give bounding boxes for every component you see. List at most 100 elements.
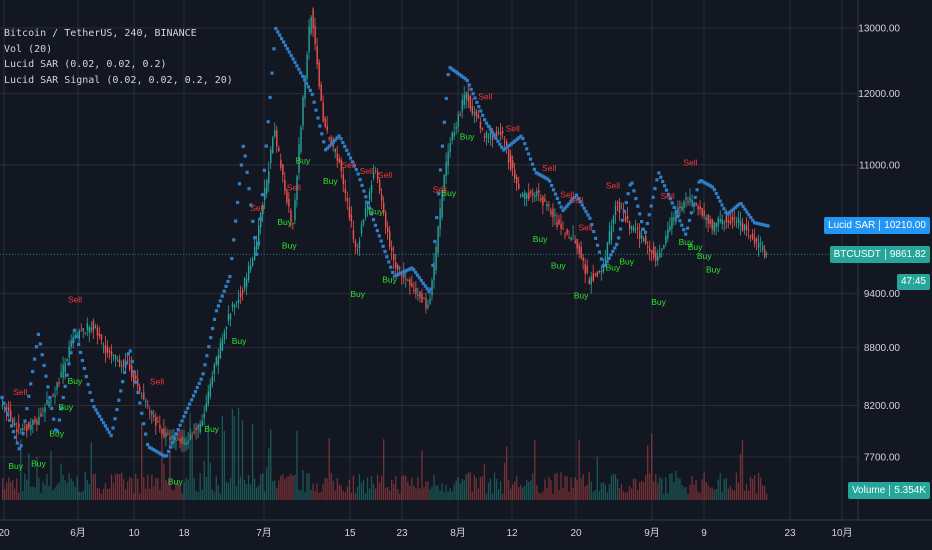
sar-dot <box>279 37 284 41</box>
sar-dot <box>186 406 190 410</box>
sar-dot <box>9 424 14 428</box>
sar-dot <box>676 214 680 218</box>
candle-body <box>675 213 677 223</box>
volume-bar <box>284 478 286 500</box>
sar-dot <box>588 216 592 220</box>
candle-body <box>713 222 715 232</box>
candle-body <box>104 345 107 354</box>
volume-bar <box>372 483 375 500</box>
volume-bar <box>743 490 746 500</box>
sar-dot <box>339 137 343 141</box>
volume-bar <box>108 488 111 500</box>
sar-dot <box>726 212 730 216</box>
candle-body <box>592 273 595 282</box>
sar-dot <box>138 401 142 405</box>
candle-body <box>586 265 588 273</box>
sar-dot <box>682 228 686 232</box>
volume-bar <box>114 473 117 500</box>
volume-bar <box>715 489 717 500</box>
x-tick-label: 23 <box>784 528 796 539</box>
sar-dot <box>720 203 724 207</box>
candle-body <box>122 359 125 367</box>
candle-body <box>501 130 504 134</box>
candle-body <box>483 136 486 138</box>
legend-sar-study[interactable]: Lucid SAR (0.02, 0.02, 0.2) <box>4 59 167 70</box>
sar-dot <box>6 412 10 417</box>
candle-body <box>745 224 748 230</box>
candle-body <box>753 237 756 244</box>
volume-bar <box>449 487 451 500</box>
legend-symbol[interactable]: Bitcoin / TetherUS, 240, BINANCE <box>4 28 197 39</box>
volume-bar <box>429 489 431 500</box>
sar-dot <box>766 224 770 228</box>
sar-dot <box>103 424 108 428</box>
sar-dot <box>99 417 104 422</box>
sar-dot <box>216 304 220 308</box>
legend-volume-study[interactable]: Vol (20) <box>4 43 53 55</box>
volume-bar <box>681 484 683 500</box>
sar-dot <box>130 359 134 364</box>
candle-body <box>419 291 421 298</box>
volume-bar <box>251 423 254 500</box>
sar-dot <box>391 270 395 274</box>
sar-dot <box>379 239 383 243</box>
candle-body <box>8 407 10 411</box>
volume-bar <box>64 480 66 500</box>
sar-dot <box>69 351 73 355</box>
volume-bar <box>245 484 248 500</box>
volume-bar <box>106 488 109 500</box>
legend-signal-study[interactable]: Lucid SAR Signal (0.02, 0.02, 0.2, 20) <box>4 74 233 86</box>
candle-body <box>562 228 564 230</box>
volume-bar <box>340 485 342 500</box>
sar-dot <box>201 372 205 376</box>
volume-bar <box>614 474 617 500</box>
volume-bar <box>481 476 484 500</box>
volume-bar <box>751 479 754 500</box>
sar-dot <box>473 96 477 100</box>
candle-body <box>544 198 546 202</box>
candle-body <box>62 364 64 378</box>
sar-dot <box>561 208 565 213</box>
candle-body <box>481 127 484 130</box>
candle-body <box>528 192 530 200</box>
sar-dot <box>488 127 492 131</box>
candle-body <box>588 279 590 284</box>
volume-bar <box>348 479 351 500</box>
volume-bar <box>86 480 88 500</box>
volume-bar <box>2 478 4 500</box>
candle-body <box>516 176 518 184</box>
candle-body <box>564 234 566 236</box>
candle-body <box>514 169 516 179</box>
sar-dot <box>542 175 546 179</box>
candle-body <box>336 153 339 161</box>
sar-dot <box>699 179 703 183</box>
volume-bar <box>376 474 379 500</box>
volume-bar <box>409 485 411 500</box>
sar-dot <box>188 402 192 406</box>
sar-dot <box>226 279 230 284</box>
sar-dot <box>107 430 111 434</box>
sar-dot <box>745 210 749 214</box>
sar-dot <box>170 441 175 445</box>
sar-dot <box>530 162 535 166</box>
candle-body <box>421 293 423 303</box>
candle-body <box>475 110 478 117</box>
sar-dot <box>142 422 146 426</box>
sar-dot <box>643 230 648 234</box>
candle-body <box>761 245 764 250</box>
volume-tag-value: 5.354K <box>894 485 926 496</box>
volume-bar <box>310 489 312 500</box>
sar-dot <box>498 142 502 146</box>
sar-dot <box>693 195 697 200</box>
volume-bar <box>38 477 40 500</box>
sar-dot <box>638 212 642 216</box>
volume-bar <box>447 491 449 500</box>
candle-body <box>243 278 246 289</box>
volume-bar <box>90 442 92 500</box>
sar-dot <box>467 83 471 87</box>
buy-signal-label: Buy <box>706 264 721 274</box>
sar-dot <box>341 140 345 145</box>
candle-body <box>485 133 488 139</box>
